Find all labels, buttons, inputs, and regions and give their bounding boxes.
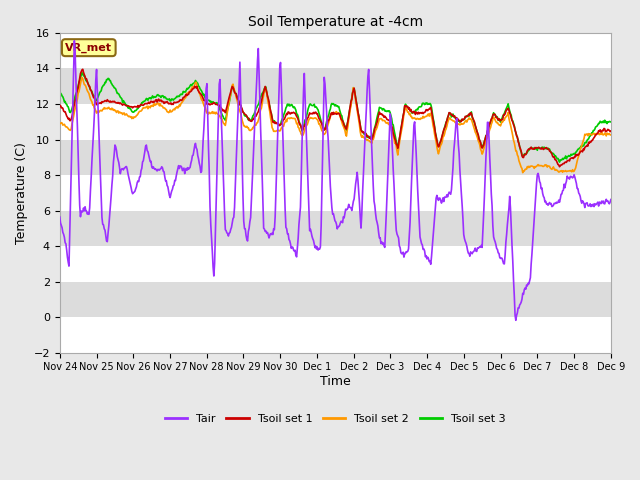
Bar <box>60 140 611 175</box>
Bar <box>60 69 611 104</box>
Title: Soil Temperature at -4cm: Soil Temperature at -4cm <box>248 15 423 29</box>
Y-axis label: Temperature (C): Temperature (C) <box>15 142 28 244</box>
X-axis label: Time: Time <box>320 375 351 388</box>
Text: VR_met: VR_met <box>65 43 112 53</box>
Bar <box>60 282 611 317</box>
Legend: Tair, Tsoil set 1, Tsoil set 2, Tsoil set 3: Tair, Tsoil set 1, Tsoil set 2, Tsoil se… <box>160 409 511 428</box>
Bar <box>60 211 611 246</box>
